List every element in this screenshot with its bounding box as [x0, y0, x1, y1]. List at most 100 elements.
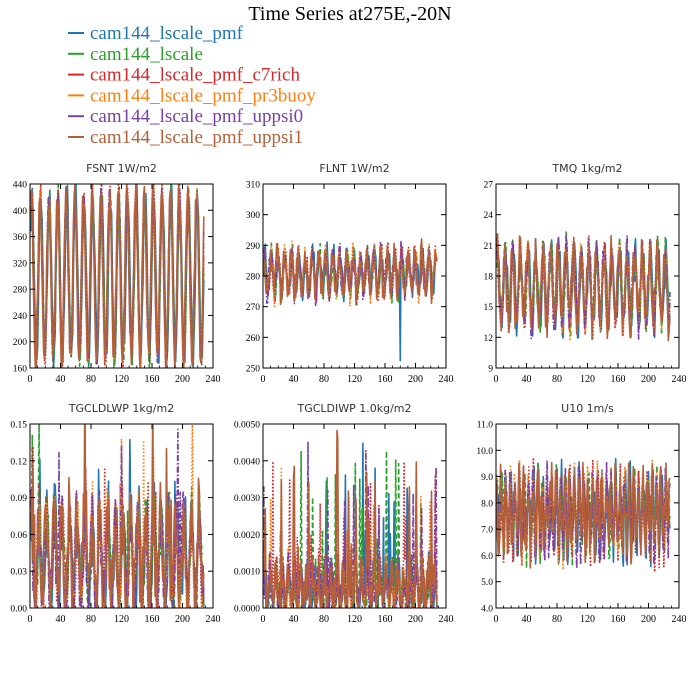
y-tick-label: 6.0: [481, 552, 493, 562]
y-tick-label: 0.12: [10, 457, 27, 467]
y-tick-label: 400: [13, 207, 28, 217]
x-tick-label: 240: [206, 614, 221, 625]
x-tick-label: 80: [552, 374, 562, 385]
y-tick-label: 21: [484, 242, 494, 252]
x-tick-label: 200: [641, 614, 656, 625]
series-line-5: [263, 238, 438, 306]
chart-panel: TGCLDLWP 1kg/m2 0 40 80 120 160 200 240 0.00 0.03…: [10, 402, 221, 625]
y-tick-label: 360: [13, 233, 28, 243]
x-tick-label: 0: [261, 374, 266, 385]
y-tick-label: 0.0000: [234, 605, 260, 615]
x-tick-label: 200: [408, 374, 423, 385]
y-tick-label: 200: [13, 338, 28, 348]
x-tick-label: 80: [86, 374, 96, 385]
x-tick-label: 240: [439, 374, 454, 385]
x-tick-label: 40: [56, 374, 66, 385]
y-tick-label: 440: [13, 181, 28, 191]
x-tick-label: 40: [522, 374, 532, 385]
x-tick-label: 0: [494, 614, 499, 625]
x-tick-label: 120: [114, 374, 129, 385]
chart-panel: FLNT 1W/m2 0 40 80 120 160 200 240 250 260 270 280 2…: [246, 162, 454, 385]
x-tick-label: 240: [439, 614, 454, 625]
panel-title: FSNT 1W/m2: [86, 162, 157, 175]
y-tick-label: 310: [246, 181, 261, 191]
y-tick-label: 11.0: [477, 421, 494, 431]
x-tick-label: 120: [580, 614, 595, 625]
y-tick-label: 320: [13, 259, 28, 269]
panel-title: FLNT 1W/m2: [319, 162, 389, 175]
x-tick-label: 0: [28, 614, 33, 625]
legend-label: cam144_lscale: [90, 44, 203, 65]
y-tick-label: 250: [246, 365, 261, 375]
y-tick-label: 270: [246, 303, 261, 313]
y-tick-label: 260: [246, 334, 261, 344]
chart-panel: TGCLDIWP 1.0kg/m2 0 40 80 120 160 200 240 0.0000…: [234, 402, 454, 625]
y-tick-label: 0.0040: [234, 457, 260, 467]
y-tick-label: 0.0050: [234, 421, 260, 431]
panel-title: TGCLDLWP 1kg/m2: [68, 402, 174, 415]
y-tick-label: 4.0: [481, 605, 493, 615]
y-tick-label: 24: [484, 211, 494, 221]
x-tick-label: 200: [408, 614, 423, 625]
y-tick-label: 160: [13, 365, 28, 375]
x-tick-label: 160: [378, 614, 393, 625]
y-tick-label: 27: [484, 181, 494, 191]
x-tick-label: 120: [347, 614, 362, 625]
series-line-5: [496, 234, 671, 342]
x-tick-label: 200: [175, 614, 190, 625]
x-tick-label: 200: [641, 374, 656, 385]
x-tick-label: 200: [175, 374, 190, 385]
legend-label: cam144_lscale_pmf: [90, 23, 244, 44]
y-tick-label: 0.0030: [234, 494, 260, 504]
y-tick-label: 8.0: [481, 499, 493, 509]
y-tick-label: 5.0: [481, 578, 493, 588]
y-tick-label: 240: [13, 312, 28, 322]
x-tick-label: 160: [611, 614, 626, 625]
panel-title: TGCLDIWP 1.0kg/m2: [296, 402, 411, 415]
x-tick-label: 120: [114, 614, 129, 625]
x-tick-label: 80: [319, 374, 329, 385]
x-tick-label: 160: [145, 614, 160, 625]
y-tick-label: 0.15: [10, 421, 27, 431]
series-line-5: [30, 184, 205, 368]
x-tick-label: 40: [289, 374, 299, 385]
y-tick-label: 0.0010: [234, 568, 260, 578]
x-tick-label: 240: [672, 614, 687, 625]
chart-panel: U10 1m/s 0 40 80 120 160 200 240 4.0 5.0 6.0 7.0 8.0…: [476, 402, 686, 625]
y-tick-label: 0.03: [10, 568, 27, 578]
panel-title: TMQ 1kg/m2: [551, 162, 622, 175]
series-line-5: [496, 461, 671, 569]
y-tick-label: 15: [484, 303, 494, 313]
legend-label: cam144_lscale_pmf_pr3buoy: [90, 85, 316, 106]
series-line-5: [263, 429, 438, 608]
chart-panels: FSNT 1W/m20 40 80 120 160 200 2401602002402803…: [10, 162, 686, 625]
x-tick-label: 80: [86, 614, 96, 625]
y-tick-label: 280: [13, 286, 28, 296]
x-tick-label: 240: [206, 374, 221, 385]
y-tick-label: 0.09: [10, 494, 27, 504]
series-line-5: [30, 424, 205, 608]
chart-panel: FSNT 1W/m2 0 40 80 120 160 200 240 160 200 240 280 3…: [13, 162, 221, 385]
legend: cam144_lscale_pmfcam144_lscalecam144_lsc…: [68, 23, 316, 148]
figure-title: Time Series at275E,-20N: [248, 3, 451, 25]
x-tick-label: 160: [378, 374, 393, 385]
y-tick-label: 300: [246, 211, 261, 221]
y-tick-label: 18: [484, 273, 494, 283]
x-tick-label: 0: [494, 374, 499, 385]
y-tick-label: 9: [488, 365, 493, 375]
x-tick-label: 0: [261, 614, 266, 625]
x-tick-label: 40: [56, 614, 66, 625]
y-tick-label: 0.0020: [234, 531, 260, 541]
legend-label: cam144_lscale_pmf_c7rich: [90, 65, 300, 86]
x-tick-label: 240: [672, 374, 687, 385]
y-tick-label: 0.06: [10, 531, 27, 541]
panel-title: U10 1m/s: [561, 402, 614, 415]
x-tick-label: 160: [611, 374, 626, 385]
y-tick-label: 280: [246, 273, 261, 283]
x-tick-label: 120: [580, 374, 595, 385]
chart-panel: TMQ 1kg/m2 0 40 80 120 160 200 240 9 12 15 18 21 24 27: [484, 162, 687, 385]
x-tick-label: 40: [289, 614, 299, 625]
y-tick-label: 290: [246, 242, 261, 252]
y-tick-label: 9.0: [481, 473, 493, 483]
